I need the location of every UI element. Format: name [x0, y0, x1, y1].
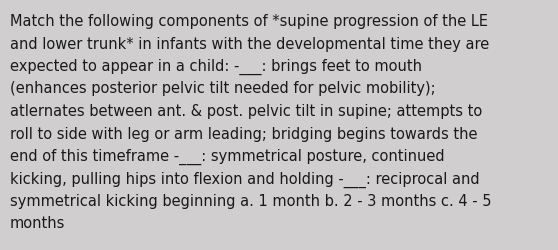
Text: Match the following components of *supine progression of the LE: Match the following components of *supin…	[10, 14, 488, 29]
Text: symmetrical kicking beginning a. 1 month b. 2 - 3 months c. 4 - 5: symmetrical kicking beginning a. 1 month…	[10, 193, 492, 208]
Text: (enhances posterior pelvic tilt needed for pelvic mobility);: (enhances posterior pelvic tilt needed f…	[10, 81, 436, 96]
Text: expected to appear in a child: -___: brings feet to mouth: expected to appear in a child: -___: bri…	[10, 59, 422, 75]
Text: atlernates between ant. & post. pelvic tilt in supine; attempts to: atlernates between ant. & post. pelvic t…	[10, 104, 482, 118]
Text: and lower trunk* in infants with the developmental time they are: and lower trunk* in infants with the dev…	[10, 36, 489, 51]
Text: roll to side with leg or arm leading; bridging begins towards the: roll to side with leg or arm leading; br…	[10, 126, 478, 141]
Text: kicking, pulling hips into flexion and holding -___: reciprocal and: kicking, pulling hips into flexion and h…	[10, 171, 480, 187]
Text: months: months	[10, 216, 65, 230]
Text: end of this timeframe -___: symmetrical posture, continued: end of this timeframe -___: symmetrical …	[10, 148, 445, 164]
